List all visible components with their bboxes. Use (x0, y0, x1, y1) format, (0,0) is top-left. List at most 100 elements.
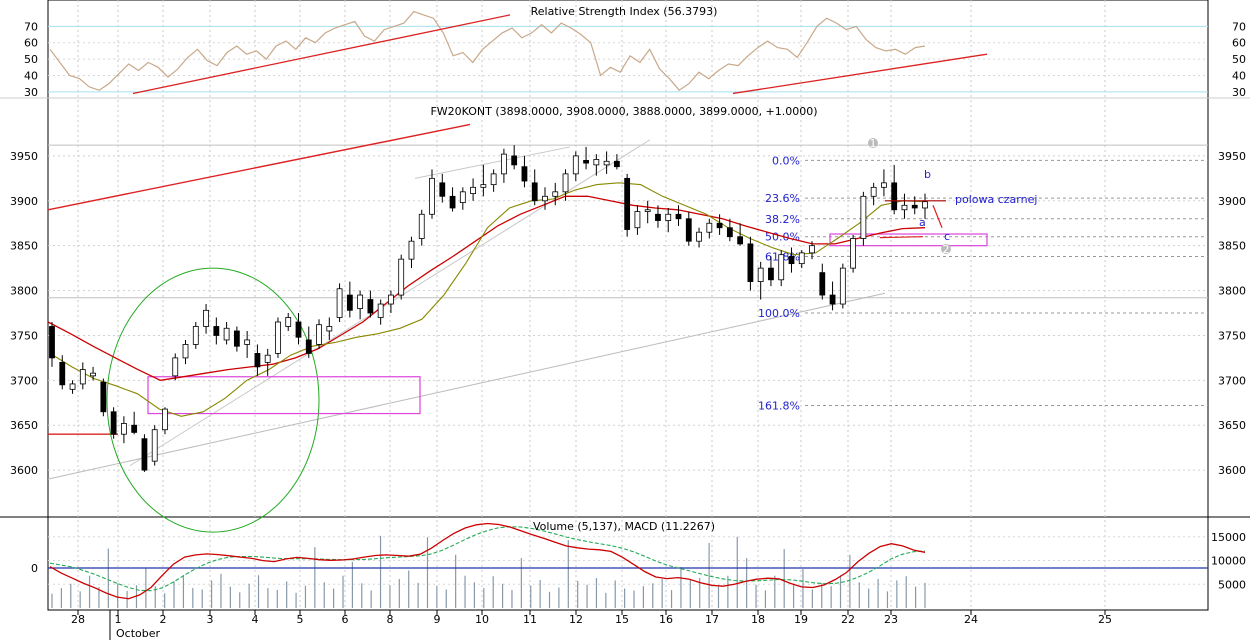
candle-body (141, 438, 148, 471)
x-tick-label: 4 (252, 613, 259, 626)
rsi-tick-label-left: 60 (24, 37, 38, 50)
wave-marker-1-label: 1 (870, 137, 877, 150)
candle-body (192, 326, 199, 345)
wave-c-arrow (932, 205, 943, 228)
candle-body (264, 354, 271, 363)
candle-body (829, 294, 836, 305)
candle-body (675, 213, 682, 220)
candle-body (850, 238, 857, 269)
wave-label-b: b (924, 168, 931, 181)
price-tick-label-left: 3700 (10, 374, 38, 387)
candle-body (706, 222, 713, 233)
candle-body (634, 211, 641, 229)
fib-level-label: 0.0% (772, 154, 800, 167)
candle-body (131, 424, 138, 433)
candle-body (408, 240, 415, 260)
candle-body (839, 267, 846, 305)
rsi-tick-label-left: 30 (24, 86, 38, 99)
macd-tick-label: 0 (31, 562, 38, 575)
candle-body (388, 294, 394, 305)
candle-body (891, 182, 898, 211)
candle-body (100, 381, 107, 413)
candle-body (480, 184, 487, 188)
target-zone-box (829, 233, 988, 247)
rsi-tick-label-right: 40 (1232, 69, 1246, 82)
candle-body (501, 153, 507, 175)
rsi-tick-label-left: 70 (24, 20, 38, 33)
volume-tick-label: 10000 (1211, 555, 1246, 568)
price-tick-label-left: 3650 (10, 419, 38, 432)
x-tick-label: 11 (523, 613, 537, 626)
candle-body (439, 182, 446, 197)
price-tick-label-left: 3850 (10, 240, 38, 253)
candle-body (665, 213, 672, 221)
candle-body (562, 173, 569, 193)
x-tick-label: 17 (705, 613, 719, 626)
candle-body (870, 186, 877, 197)
candle-body (110, 411, 117, 435)
candle-body (69, 383, 76, 390)
candle-body (90, 372, 96, 377)
candle-body (819, 272, 826, 296)
rsi-tick-label-left: 50 (24, 53, 38, 66)
candle-body (377, 303, 384, 318)
x-tick-label: 16 (659, 613, 673, 626)
candle-body (716, 222, 723, 229)
x-tick-label: 23 (884, 613, 898, 626)
x-tick-label: 6 (342, 613, 349, 626)
x-tick-label: 25 (1098, 613, 1112, 626)
candle-body (459, 191, 466, 203)
wave-a-line (879, 236, 924, 239)
x-tick-label: 24 (964, 613, 978, 626)
candle-body (747, 243, 754, 282)
x-tick-label: 28 (71, 613, 85, 626)
price-tick-label-right: 3950 (1218, 150, 1246, 163)
candle-body (881, 182, 887, 188)
price-tick-label-right: 3900 (1218, 195, 1246, 208)
candle-body (418, 213, 425, 239)
macd-line (49, 522, 926, 600)
x-tick-label: 1 (115, 613, 122, 626)
price-tick-label-right: 3600 (1218, 464, 1246, 477)
candle-body (182, 344, 189, 359)
volume-tick-label: 5000 (1218, 578, 1246, 591)
candle-body (305, 339, 312, 354)
candle-body (511, 155, 518, 166)
candle-body (685, 218, 692, 242)
candle-body (233, 330, 240, 347)
volume-macd-title: Volume (5,137), MACD (11.2267) (533, 520, 715, 533)
support-trendline (47, 292, 886, 480)
candle-body (860, 195, 867, 239)
resistance-trendline (47, 123, 471, 211)
candle-body (737, 236, 744, 245)
candle-body (788, 256, 795, 265)
price-title: FW20KONT (3898.0000, 3908.0000, 3888.000… (430, 105, 817, 118)
x-tick-label: 18 (751, 613, 765, 626)
support-zone-box (147, 376, 421, 415)
candle-body (203, 309, 209, 327)
candle-body (470, 186, 476, 195)
highlight-ellipse (106, 267, 320, 533)
fib-level-label: 23.6% (765, 192, 800, 205)
candle-body (162, 408, 168, 431)
candle-body (285, 317, 292, 327)
x-tick-label: 15 (615, 613, 629, 626)
candle-body (531, 182, 538, 202)
price-tick-label-left: 3800 (10, 285, 38, 298)
candle-body (357, 294, 364, 309)
candle-body (624, 177, 631, 230)
candle-body (449, 195, 456, 209)
price-tick-label-left: 3600 (10, 464, 38, 477)
fib-level-label: 161.8% (758, 399, 800, 412)
candle-body (120, 423, 127, 435)
price-tick-label-left: 3950 (10, 150, 38, 163)
candle-body (398, 258, 405, 296)
candle-body (696, 231, 702, 242)
wave-label-a: a (919, 216, 926, 229)
x-tick-label: 8 (387, 613, 394, 626)
candle-body (768, 267, 774, 281)
rsi-line (49, 10, 926, 91)
fib-level-label: 100.0% (758, 307, 800, 320)
